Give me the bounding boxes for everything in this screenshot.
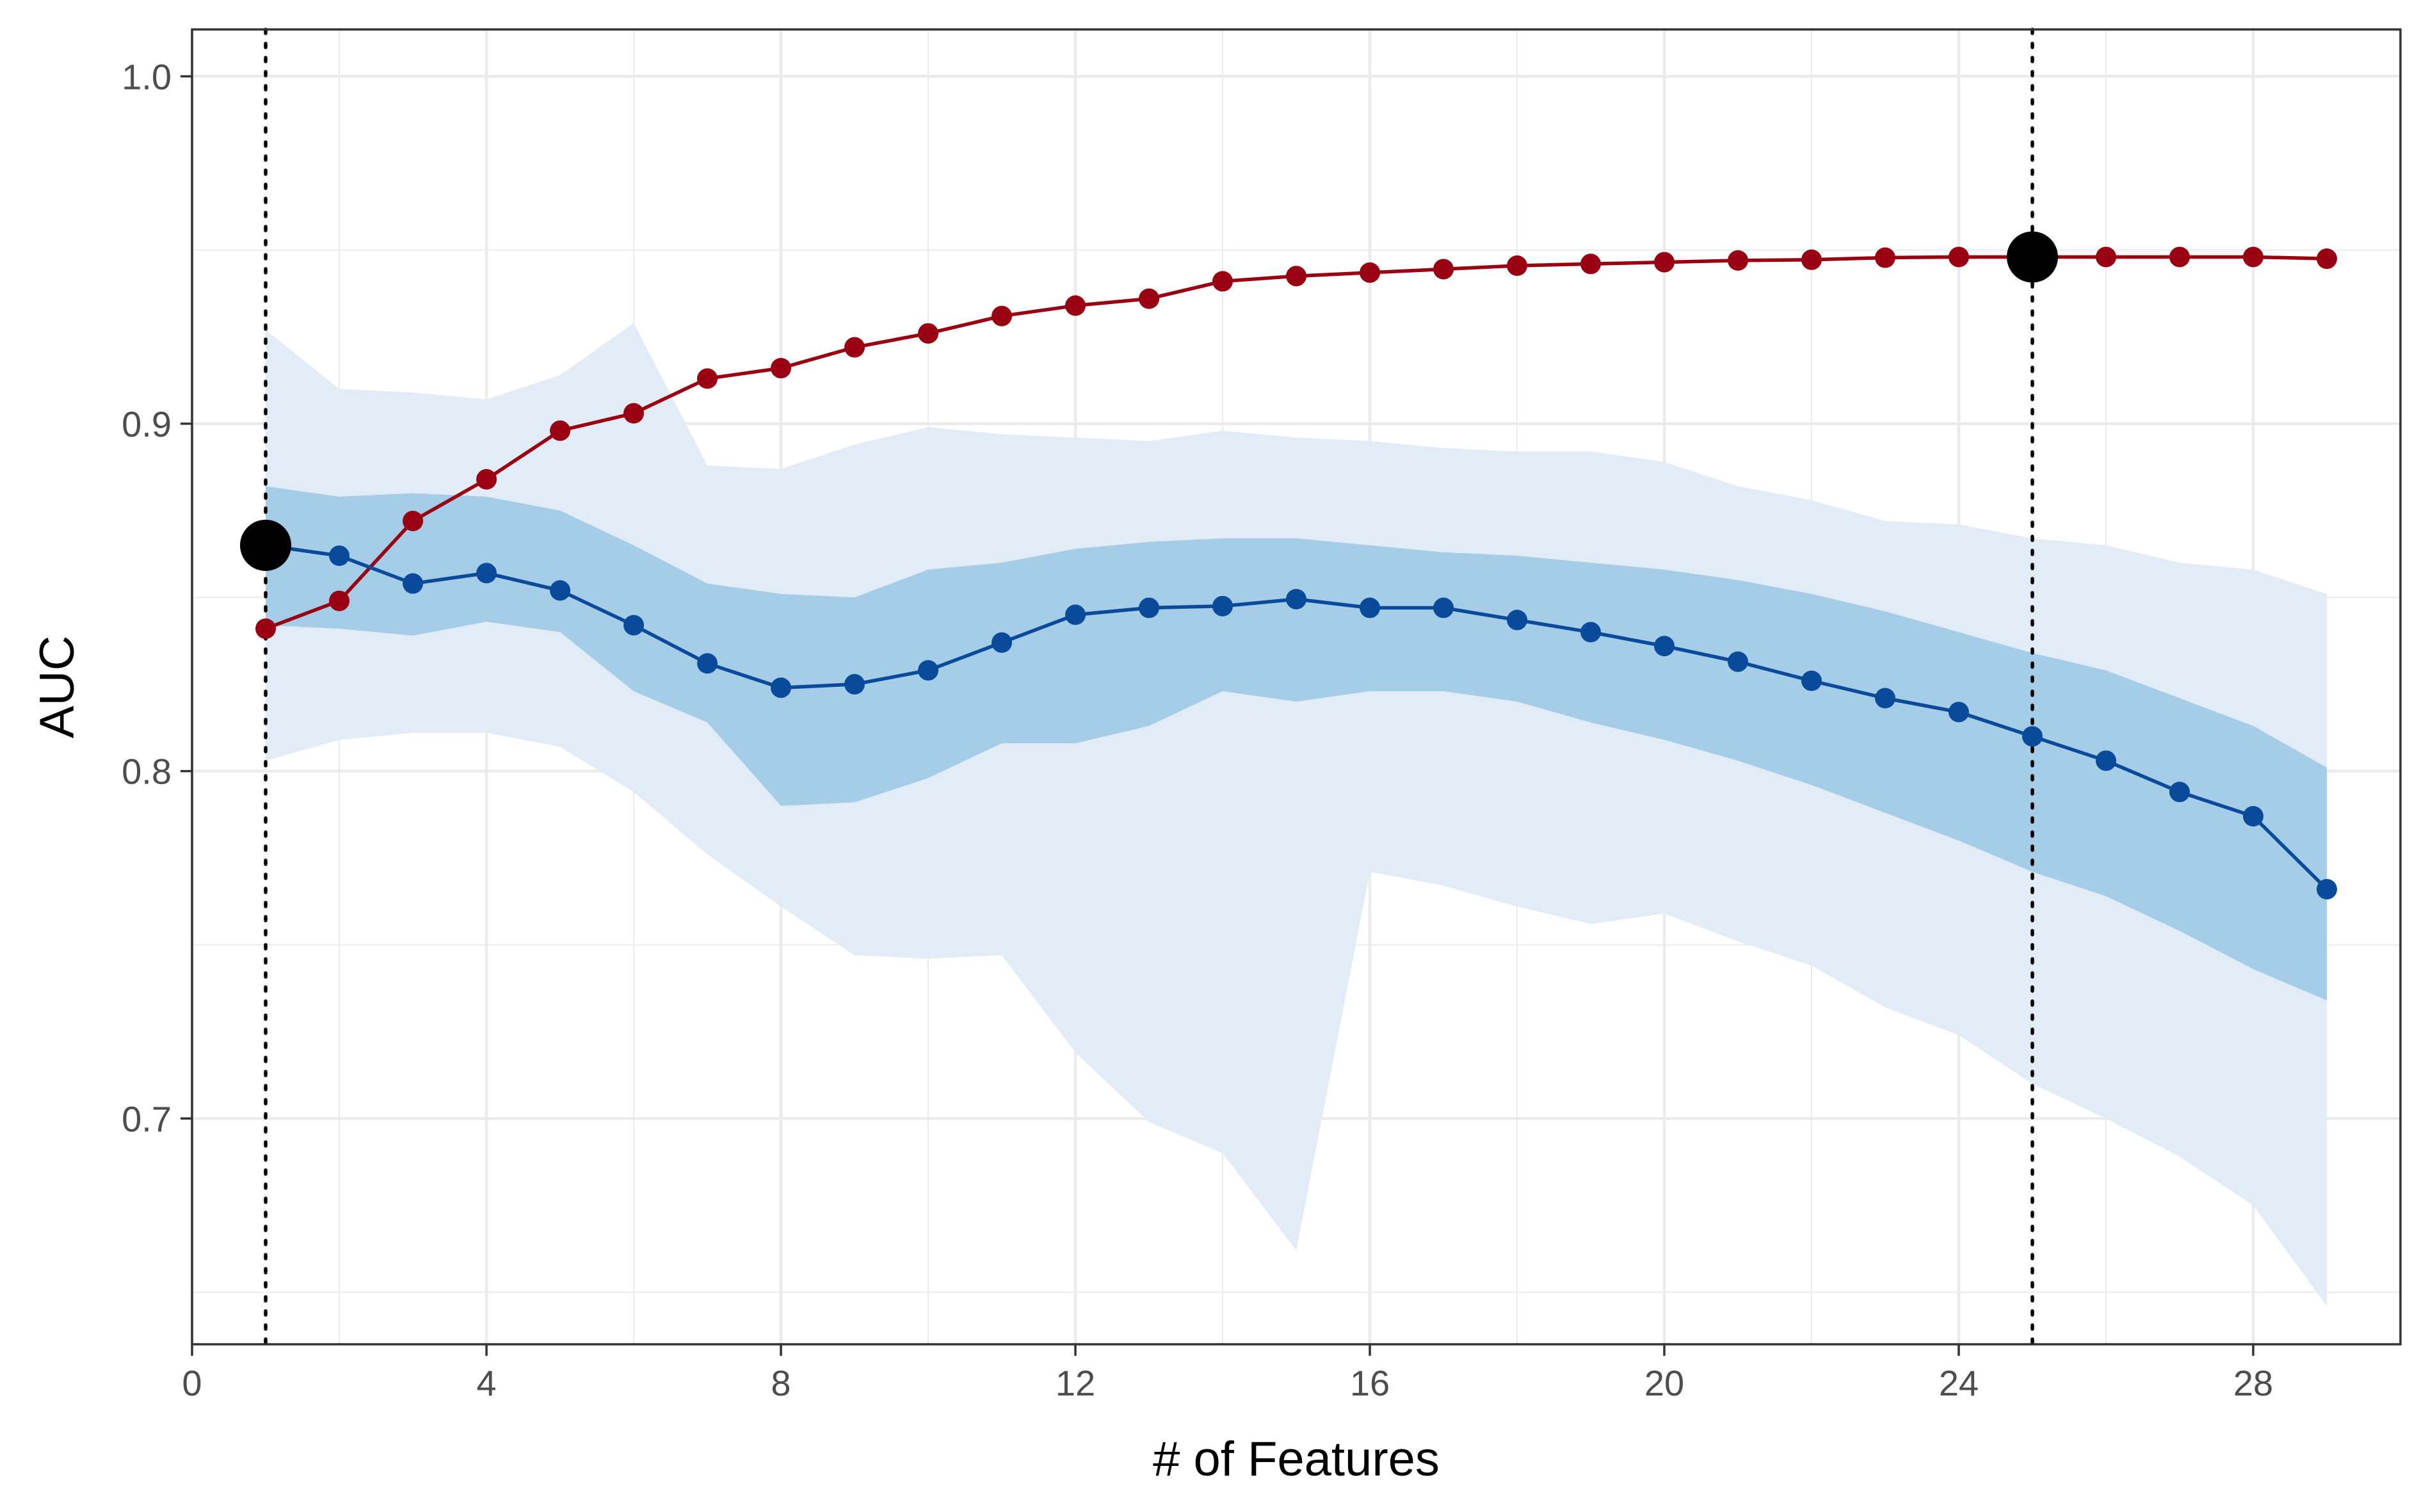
red-series-point (403, 510, 423, 531)
y-tick-label: 0.7 (122, 1098, 172, 1139)
red-series-point (1139, 288, 1159, 309)
y-tick-label: 0.9 (122, 404, 172, 444)
x-tick-label: 8 (771, 1363, 791, 1403)
red-series-point (1949, 246, 1969, 268)
blue-series-point (1654, 636, 1675, 657)
red-series-point (1286, 266, 1306, 287)
blue-series-point (2243, 806, 2263, 827)
inner-band (266, 486, 2327, 1001)
x-tick-label: 16 (1350, 1363, 1390, 1403)
red-series-point (329, 590, 350, 611)
red-series-point (771, 358, 791, 379)
red-series-point (1580, 253, 1601, 275)
highlight-points (240, 231, 2058, 571)
blue-series-point (403, 573, 423, 594)
x-tick-label: 24 (1939, 1363, 1979, 1403)
blue-series-point (1360, 597, 1380, 618)
red-series-point (1433, 259, 1454, 280)
confidence-bands (266, 323, 2327, 1307)
blue-series-point (329, 545, 350, 567)
red-series-point (1507, 255, 1527, 277)
x-tick-label: 28 (2233, 1363, 2273, 1403)
blue-series-point (1728, 651, 1748, 672)
red-series-point (1212, 271, 1233, 292)
blue-series-point (992, 632, 1012, 653)
blue-series-point (1286, 588, 1306, 609)
blue-series-point (697, 653, 718, 674)
blue-series-point (844, 673, 865, 695)
highlight-point (2007, 231, 2058, 283)
red-series-point (1360, 262, 1380, 283)
outer-band (266, 323, 2327, 1307)
blue-series-point (1507, 609, 1527, 631)
red-series-point (623, 403, 644, 424)
x-axis-title: # of Features (1153, 1432, 1440, 1486)
blue-series-point (1065, 604, 1086, 625)
x-tick-labels: 0 4 8 12 16 20 24 28 (182, 1363, 2273, 1403)
blue-series-point (1580, 622, 1601, 643)
highlight-point (240, 519, 291, 571)
blue-series-point (2096, 750, 2116, 771)
blue-series-point (1139, 597, 1159, 618)
y-tick-label: 0.8 (122, 752, 172, 792)
blue-series-point (476, 563, 497, 584)
red-series-point (476, 469, 497, 490)
blue-series-point (2317, 879, 2337, 900)
red-series-point (918, 323, 938, 344)
blue-series-point (1433, 597, 1454, 618)
red-series-point (1728, 250, 1748, 271)
red-series-point (255, 618, 276, 639)
red-series-point (1654, 252, 1675, 273)
red-series-point (1875, 247, 1895, 268)
blue-series-point (1875, 688, 1895, 709)
y-tick-label: 1.0 (122, 56, 172, 97)
x-tick-label: 20 (1644, 1363, 1684, 1403)
y-tick-labels: 0.7 0.8 0.9 1.0 (122, 56, 172, 1139)
red-series-point (2169, 246, 2190, 268)
red-series-point (844, 337, 865, 358)
red-series-point (2096, 246, 2116, 268)
blue-series-point (1801, 670, 1822, 691)
red-series-point (2317, 248, 2337, 269)
red-series-point (697, 368, 718, 389)
y-axis-title: AUC (30, 636, 84, 738)
red-series-point (992, 305, 1012, 326)
x-tick-label: 4 (476, 1363, 496, 1403)
blue-series-point (2169, 782, 2190, 803)
blue-series-point (2022, 726, 2043, 747)
blue-series-point (918, 660, 938, 681)
x-tick-label: 0 (182, 1363, 202, 1403)
axis-ticks (181, 75, 2254, 1356)
data-series (255, 246, 2337, 900)
panel-border (191, 28, 2402, 1346)
blue-series-point (550, 580, 570, 601)
red-series-point (550, 420, 570, 441)
red-series-point (1065, 295, 1086, 316)
red-series-point (2243, 246, 2263, 268)
red-series-point (1801, 249, 1822, 270)
blue-series-point (1212, 595, 1233, 616)
blue-series-point (771, 677, 791, 698)
blue-series-point (623, 615, 644, 636)
blue-series-point (1949, 702, 1969, 723)
x-tick-label: 12 (1056, 1363, 1095, 1403)
